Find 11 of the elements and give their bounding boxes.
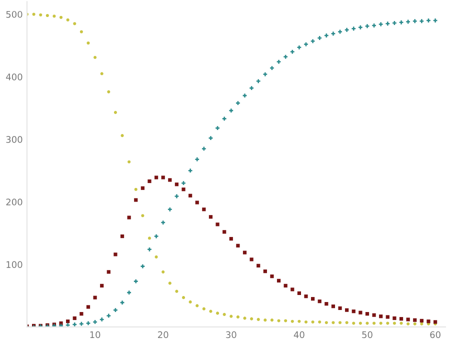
y-tick-label: 100 [6,261,22,268]
x-tick-label: 50 [362,331,372,338]
x-tick-label: 40 [294,331,304,338]
y-tick-label: 300 [6,136,22,143]
x-tick-label: 10 [90,331,100,338]
x-tick-label: 30 [226,331,236,338]
x-tick-label: 20 [158,331,168,338]
x-tick-label: 60 [430,331,440,338]
y-tick-label: 200 [6,198,22,206]
y-tick-label: 500 [6,10,22,18]
y-tick-label: 400 [6,74,22,80]
